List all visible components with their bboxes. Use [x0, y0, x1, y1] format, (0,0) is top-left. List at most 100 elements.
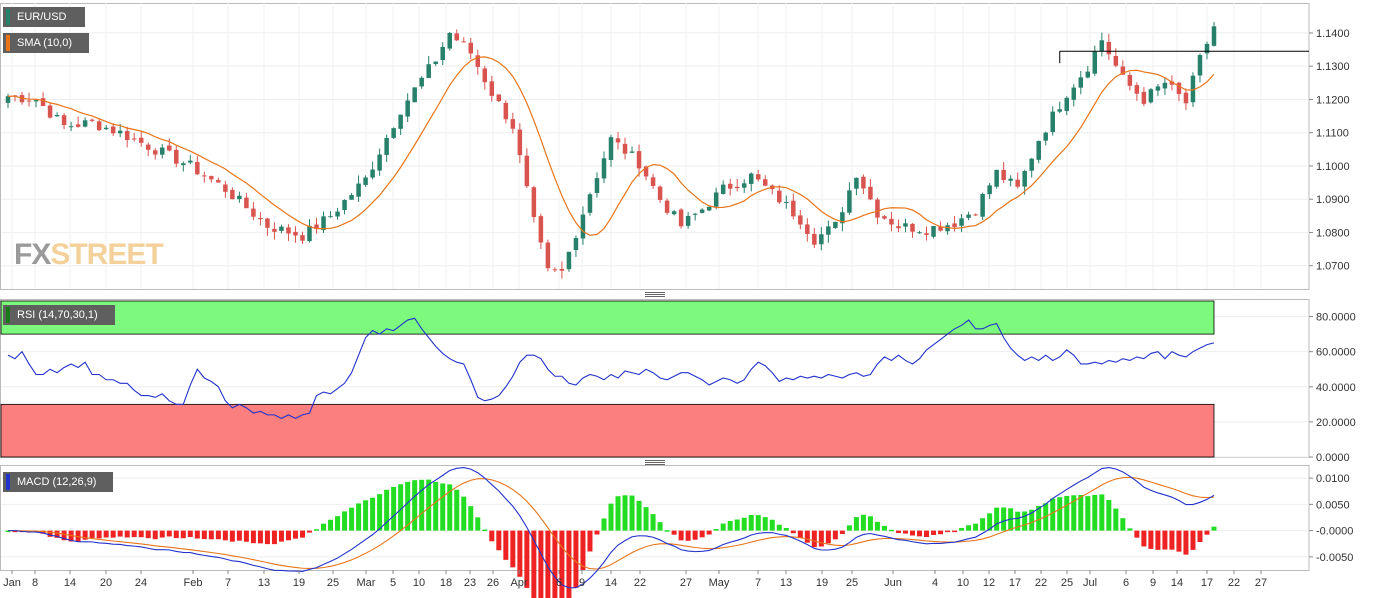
candle-body: [784, 202, 789, 204]
candle-body: [188, 160, 193, 163]
candle-body: [889, 218, 894, 225]
macd-histogram-bar: [973, 523, 979, 531]
macd-histogram-bar: [61, 530, 67, 541]
macd-histogram-bar: [307, 530, 312, 533]
macd-histogram-bar: [405, 481, 411, 531]
candle-body: [671, 211, 677, 215]
macd-histogram-bar: [412, 480, 418, 531]
macd-histogram-bar: [629, 495, 635, 531]
candle-body: [96, 121, 102, 131]
x-tick-label: 26: [487, 577, 499, 589]
price-tick-label: 1.0900: [1316, 194, 1350, 206]
candle-body: [230, 189, 235, 200]
candle-body: [328, 216, 333, 218]
macd-histogram-bar: [671, 530, 677, 535]
macd-histogram-bar: [699, 530, 705, 538]
candle-body: [1085, 71, 1091, 78]
candle-body: [1043, 132, 1048, 141]
candle-body: [636, 151, 642, 169]
candle-body: [223, 184, 228, 192]
rsi-line: [7, 317, 1215, 419]
candle-body: [124, 130, 130, 141]
candle-body: [209, 176, 214, 180]
x-tick-label: 17: [1009, 577, 1021, 589]
candle-body: [868, 186, 873, 200]
macd-histogram-bar: [538, 530, 544, 598]
candle-body: [875, 199, 880, 218]
candle-body: [573, 238, 579, 250]
price-tick-label: 1.1000: [1316, 161, 1350, 173]
macd-histogram-bar: [328, 519, 334, 531]
macd-histogram-bar: [138, 530, 144, 538]
x-tick-label: 25: [846, 577, 858, 589]
candle-body: [138, 137, 144, 143]
candle-body: [167, 145, 172, 151]
macd-histogram-bar: [952, 530, 958, 533]
macd-histogram-bar: [314, 529, 320, 531]
macd-histogram-bar: [89, 530, 95, 538]
macd-histogram-bar: [917, 530, 923, 537]
macd-histogram-bar: [867, 516, 873, 531]
candle-body: [412, 87, 417, 103]
candle-body: [1015, 179, 1020, 187]
candle-body: [1204, 43, 1210, 54]
macd-histogram-bar: [454, 489, 460, 531]
macd-histogram-bar: [1057, 497, 1063, 531]
macd-histogram-bar: [727, 521, 733, 531]
panel-resize-handle-rsi[interactable]: [645, 292, 665, 297]
price-frame: [0, 3, 1310, 290]
macd-histogram-bar: [370, 497, 376, 531]
macd-histogram-bar: [706, 530, 712, 535]
macd-histogram-bar: [685, 530, 691, 541]
macd-histogram-bar: [47, 530, 53, 537]
candle-body: [1176, 82, 1182, 95]
candle-body: [924, 233, 929, 235]
candle-body: [882, 216, 887, 219]
macd-histogram-bar: [40, 530, 46, 534]
macd-histogram-bar: [994, 507, 1000, 531]
macd-histogram-bar: [1001, 507, 1007, 531]
x-tick-label: 7: [755, 577, 761, 589]
candle-body: [706, 206, 712, 211]
candle-body: [580, 214, 586, 239]
macd-histogram-bar: [601, 518, 607, 531]
macd-histogram-bar: [1211, 526, 1217, 531]
x-tick-label: 4: [932, 577, 938, 589]
macd-histogram-bar: [1071, 495, 1077, 531]
macd-histogram-bar: [734, 519, 740, 531]
candle-body: [1148, 89, 1154, 103]
candle-body: [251, 208, 256, 217]
macd-histogram-bar: [881, 525, 887, 531]
macd-histogram-bar: [1183, 530, 1189, 555]
macd-histogram-bar: [531, 530, 537, 598]
x-tick-label: 8: [32, 577, 38, 589]
macd-histogram-bar: [1015, 511, 1021, 531]
macd-histogram-bar: [229, 530, 235, 542]
macd-histogram-bar: [959, 527, 965, 531]
macd-histogram-bar: [208, 530, 214, 540]
panel-resize-handle-macd[interactable]: [645, 460, 665, 465]
macd-histogram-bar: [874, 521, 880, 531]
macd-histogram-bar: [545, 530, 551, 598]
x-tick-label: May: [709, 577, 730, 589]
candle-body: [181, 163, 186, 166]
macd-histogram-bar: [426, 479, 432, 531]
candle-body: [1099, 40, 1105, 52]
candle-body: [517, 129, 523, 156]
candle-body: [307, 225, 312, 242]
legend-macd: MACD (12,26,9): [3, 472, 113, 492]
x-tick-label: 18: [440, 577, 452, 589]
candle-body: [300, 235, 305, 241]
candle-body: [103, 127, 109, 130]
macd-swatch: [6, 474, 10, 490]
candle-body: [812, 233, 817, 245]
macd-histogram-bar: [902, 530, 908, 534]
x-tick-label: 12: [983, 577, 995, 589]
macd-histogram-bar: [1162, 530, 1168, 550]
candle-body: [1162, 82, 1168, 89]
price-tick-label: 1.1300: [1316, 61, 1350, 73]
macd-panel: 0.0100 0.0050 -0.0000 -0.0050: [0, 465, 1353, 598]
macd-histogram-bar: [482, 529, 488, 532]
candle-body: [145, 144, 151, 150]
